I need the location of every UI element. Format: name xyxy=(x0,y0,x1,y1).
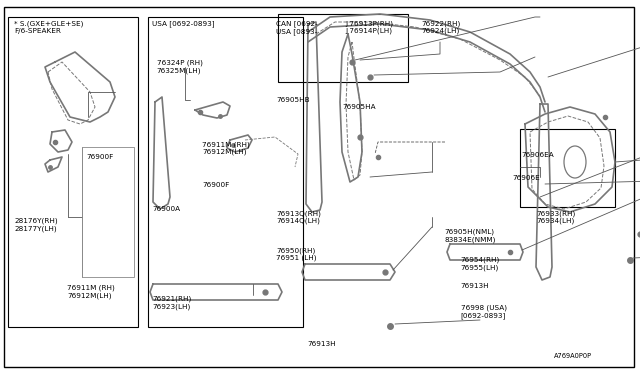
Text: 76954(RH)
76955(LH): 76954(RH) 76955(LH) xyxy=(461,257,500,271)
Text: 76911M (RH)
76912M(LH): 76911M (RH) 76912M(LH) xyxy=(202,141,250,155)
Text: 28176Y(RH)
28177Y(LH): 28176Y(RH) 28177Y(LH) xyxy=(14,218,58,232)
Text: 76922(RH)
76924(LH): 76922(RH) 76924(LH) xyxy=(421,20,460,35)
Bar xyxy=(8,17,138,327)
Bar xyxy=(82,147,134,277)
Text: 76900A: 76900A xyxy=(152,206,180,212)
Text: 76324P (RH)
76325M(LH): 76324P (RH) 76325M(LH) xyxy=(157,60,203,74)
Bar xyxy=(278,14,408,82)
Text: 76998 (USA)
[0692-0893]: 76998 (USA) [0692-0893] xyxy=(461,304,507,318)
Text: 76905HA: 76905HA xyxy=(342,104,376,110)
Text: USA [0692-0893]: USA [0692-0893] xyxy=(152,20,215,27)
Bar xyxy=(148,17,303,327)
Text: 76906EA: 76906EA xyxy=(522,152,554,158)
Text: 76921(RH)
76923(LH): 76921(RH) 76923(LH) xyxy=(152,296,191,310)
Text: A769A0P0P: A769A0P0P xyxy=(554,353,592,359)
Text: 76905HB: 76905HB xyxy=(276,97,310,103)
Text: 76913Q(RH)
76914Q(LH): 76913Q(RH) 76914Q(LH) xyxy=(276,210,321,224)
Text: 76905H(NML)
83834E(NMM): 76905H(NML) 83834E(NMM) xyxy=(445,229,496,243)
Bar xyxy=(520,129,615,207)
Text: 76906E: 76906E xyxy=(512,175,540,181)
Text: J 76913P(RH)
J 76914P(LH): J 76913P(RH) J 76914P(LH) xyxy=(346,20,394,35)
Text: CAN [0692-
USA [0893-: CAN [0692- USA [0893- xyxy=(276,20,318,35)
Text: 76950(RH)
76951 (LH): 76950(RH) 76951 (LH) xyxy=(276,247,317,262)
Text: 76900F: 76900F xyxy=(86,154,114,160)
Text: * S.(GXE+GLE+SE)
F/6-SPEAKER: * S.(GXE+GLE+SE) F/6-SPEAKER xyxy=(14,20,83,34)
Text: 76911M (RH)
76912M(LH): 76911M (RH) 76912M(LH) xyxy=(67,285,115,299)
Text: 76913H: 76913H xyxy=(307,341,336,347)
Text: 76900F: 76900F xyxy=(202,182,230,188)
Text: 76933(RH)
76934(LH): 76933(RH) 76934(LH) xyxy=(536,210,575,224)
Text: 76913H: 76913H xyxy=(461,283,490,289)
